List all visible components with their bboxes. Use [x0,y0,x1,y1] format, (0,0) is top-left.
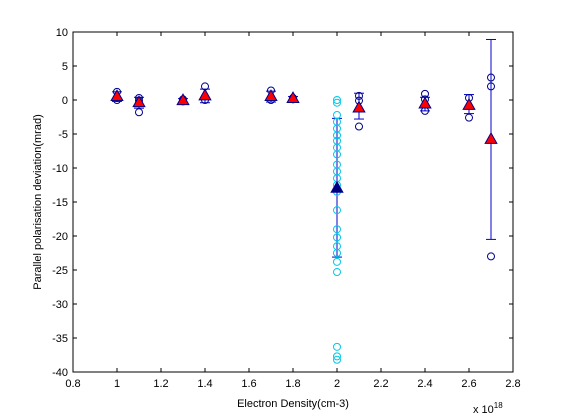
data-point-circle [333,268,341,277]
x-tick-label: 2.2 [373,378,388,390]
y-tick-label: -15 [52,197,68,209]
x-tick-label: 1 [114,378,120,390]
y-tick-label: 10 [56,27,68,39]
mean-triangle [330,180,344,193]
x-tick-label: 0.8 [65,378,80,390]
y-tick-label: -30 [52,299,68,311]
y-tick-label: -10 [52,163,68,175]
x-tick-label: 1.6 [241,378,256,390]
y-tick-label: -25 [52,265,68,277]
data-point-circle [355,122,363,131]
x-tick-label: 1.2 [153,378,168,390]
y-tick-label: -5 [58,129,68,141]
mean-triangle [286,91,300,104]
mean-triangle [132,95,146,108]
data-point-circle [487,73,495,82]
mean-triangle [352,100,366,113]
data-point-circle [333,98,341,107]
x-tick-label: 2.6 [461,378,476,390]
mean-triangle [110,89,124,101]
x-axis-label: Electron Density(cm-3) [237,398,349,410]
mean-triangle [462,97,476,110]
mean-triangle [484,131,498,144]
mean-triangle [176,93,190,106]
data-point-circle [333,233,341,242]
x-axis-exponent-base: x 10 [473,404,494,416]
x-tick-label: 2.4 [417,378,432,390]
x-axis-exponent-power: 18 [494,401,503,410]
mean-triangle [418,96,432,109]
mean-triangle [198,88,212,101]
mean-triangle [264,89,278,101]
y-tick-label: 0 [62,95,68,107]
y-tick-label: -35 [52,333,68,345]
y-tick-label: -40 [52,367,68,379]
plot-area [72,31,514,373]
data-point-circle [333,257,341,266]
data-markers [110,73,498,364]
x-axis-ticks: 0.8 1 1.2 1.4 1.6 1.8 2 2.2 2.4 2.6 2.8 [65,32,521,390]
data-point-circle [487,252,495,261]
data-point-circle [333,131,341,140]
data-point-circle [333,342,341,351]
data-point-circle [333,206,341,215]
x-tick-label: 1.4 [197,378,212,390]
data-point-circle [333,249,341,257]
x-tick-label: 1.8 [285,378,300,390]
y-tick-label: -20 [52,231,68,243]
y-tick-label: 5 [62,61,68,73]
data-point-circle [487,82,495,91]
x-tick-label: 2.8 [505,378,520,390]
data-point-circle [333,355,341,364]
data-point-circle [333,150,341,159]
y-axis-ticks: 10 5 0 -5 -10 -15 -20 -25 -30 -35 -40 [52,27,513,379]
data-point-circle [355,91,363,100]
data-point-circle [333,96,341,104]
data-point-circle [333,352,341,361]
x-axis-exponent-label: x 1018 [473,401,503,416]
data-point-circle [333,225,341,234]
x-tick-label: 2 [334,378,340,390]
data-point-circle [465,113,473,122]
y-axis-label: Parallel polarisation deviation(mrad) [32,114,44,289]
data-point-circle [135,108,143,117]
